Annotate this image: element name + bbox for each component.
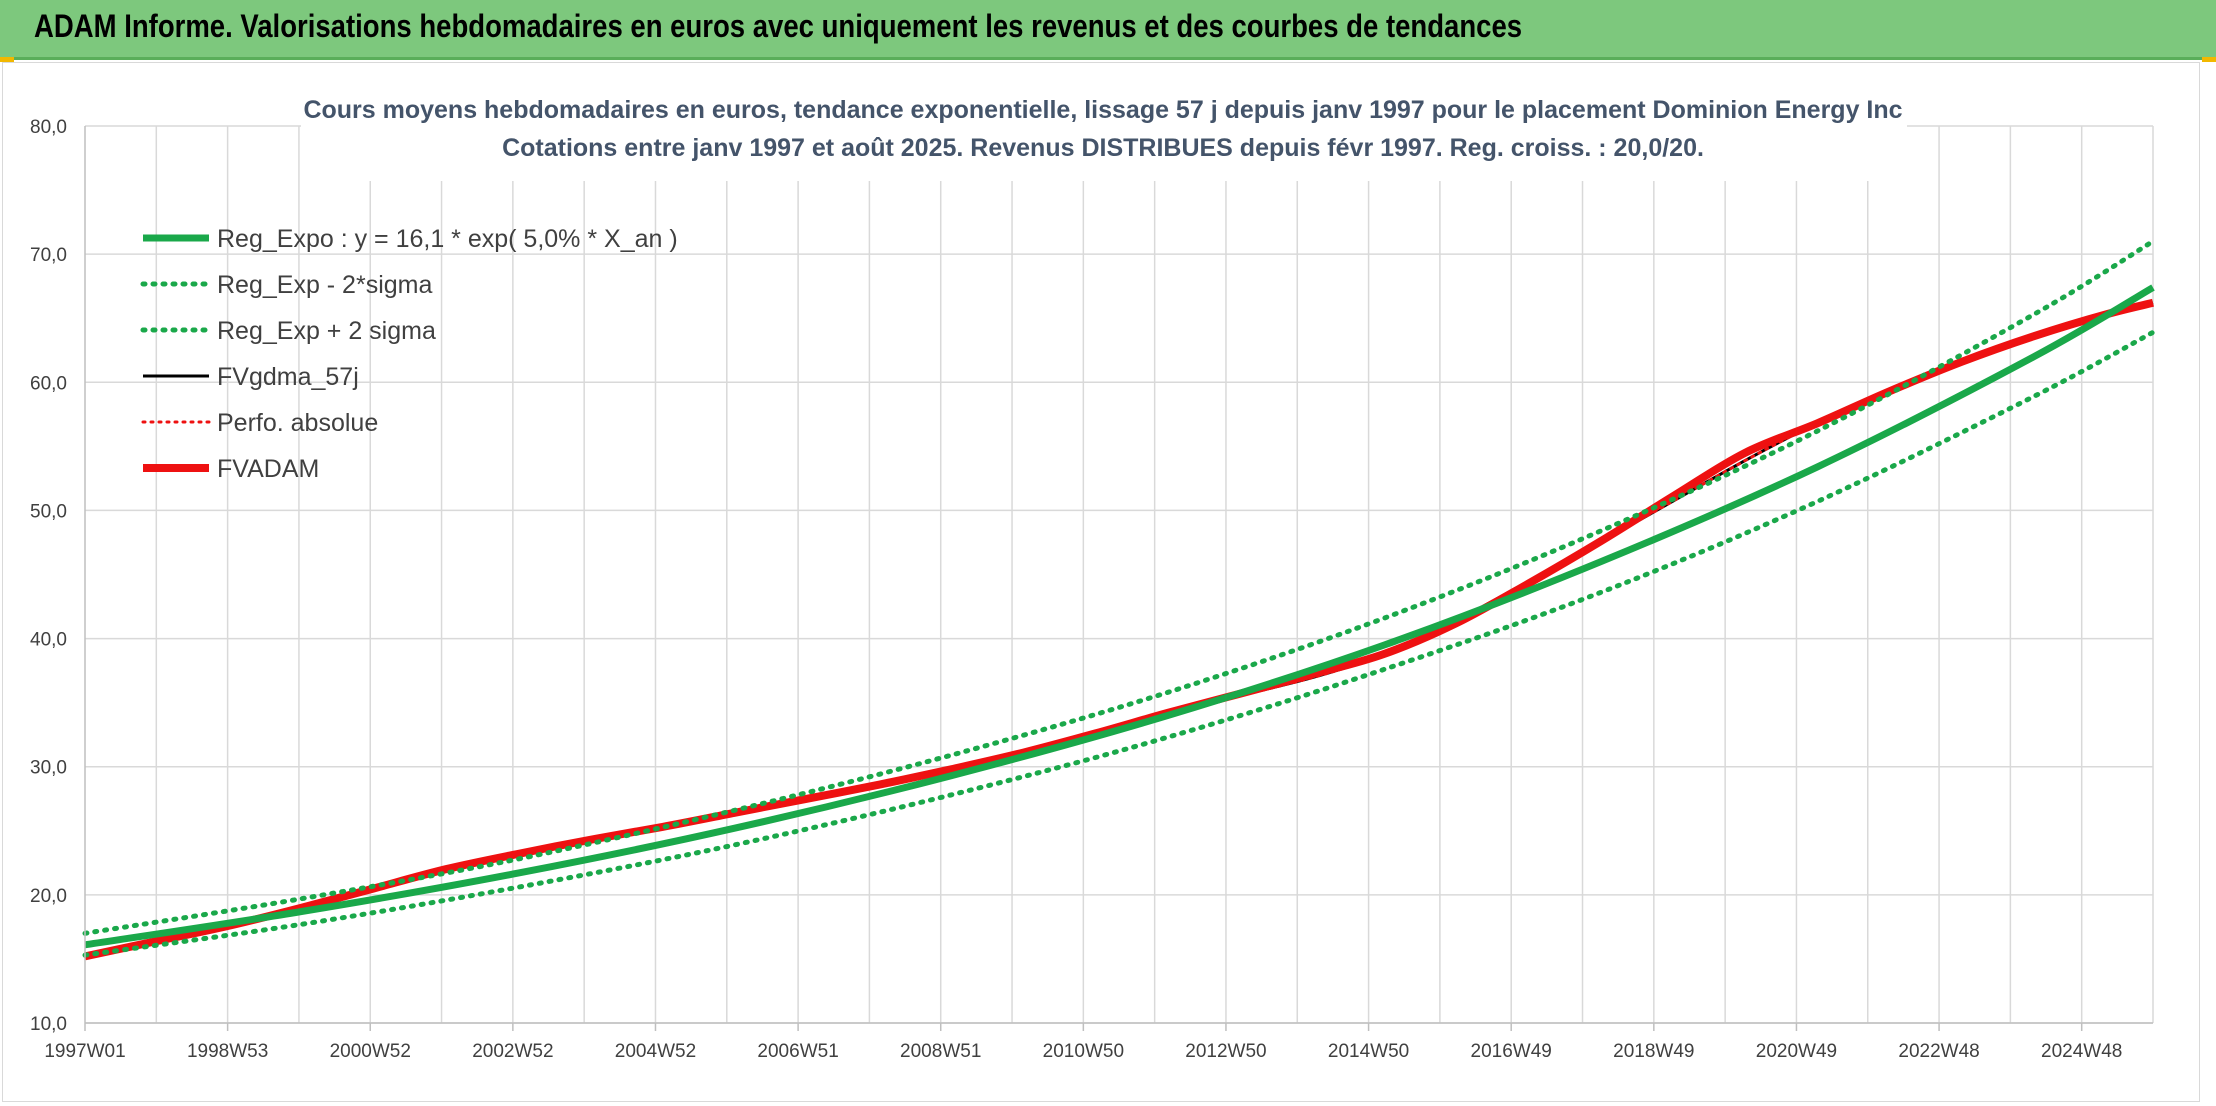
x-tick-label: 2014W50: [1328, 1041, 1409, 1062]
y-tick-label: 70,0: [30, 245, 67, 266]
legend: Reg_Expo : y = 16,1 * exp( 5,0% * X_an )…: [140, 225, 678, 483]
corner-mark-right: [2202, 57, 2216, 62]
x-tick-label: 2008W51: [900, 1041, 981, 1062]
x-tick-label: 2024W48: [2041, 1041, 2122, 1062]
grid: [85, 125, 2154, 1024]
legend-label: Reg_Exp - 2*sigma: [217, 271, 432, 299]
legend-label: Reg_Expo : y = 16,1 * exp( 5,0% * X_an ): [217, 225, 678, 253]
y-tick-label: 30,0: [30, 758, 67, 779]
report-title: ADAM Informe. Valorisations hebdomadaire…: [34, 8, 1523, 44]
y-tick-label: 80,0: [30, 117, 67, 138]
x-tick-label: 2002W52: [472, 1041, 553, 1062]
x-tick-label: 2016W49: [1471, 1041, 1552, 1062]
legend-label: FVADAM: [217, 455, 319, 483]
series-line-0: [84, 284, 2155, 949]
chart-titles: Cours moyens hebdomadaires en euros, ten…: [301, 83, 1907, 181]
y-tick-label: 10,0: [30, 1014, 67, 1035]
series-line-3: [84, 301, 2154, 958]
chart-title: Cours moyens hebdomadaires en euros, ten…: [303, 96, 1902, 124]
chart-subtitle: Cotations entre janv 1997 et août 2025. …: [502, 134, 1704, 162]
y-tick-label: 40,0: [30, 630, 67, 651]
axes: 10,0 20,0 30,0 40,0 50,0 60,0 70,0 80,0 1997W01 1…: [30, 117, 2153, 1062]
x-tick-label: 2022W48: [1898, 1041, 1979, 1062]
x-tick-label: 2000W52: [330, 1041, 411, 1062]
x-tick-label: 2018W49: [1613, 1041, 1694, 1062]
series-line-2: [82, 238, 2156, 936]
x-tick-label: 2010W50: [1043, 1041, 1124, 1062]
series-line-1: [82, 329, 2156, 958]
x-tick-label: 1998W53: [187, 1041, 268, 1062]
y-tick-label: 60,0: [30, 373, 67, 394]
chart-svg: 10,0 20,0 30,0 40,0 50,0 60,0 70,0 80,0 1997W01 1…: [30, 83, 2156, 1062]
title-background: [301, 83, 1907, 181]
x-tick-label: 2004W52: [615, 1041, 696, 1062]
report-header: ADAM Informe. Valorisations hebdomadaire…: [0, 0, 2216, 60]
corner-mark-left: [0, 57, 14, 62]
x-tick-label: 2020W49: [1756, 1041, 1837, 1062]
x-tick-label: 2006W51: [757, 1041, 838, 1062]
series-line-4: [83, 301, 2155, 958]
legend-label: FVgdma_57j: [217, 363, 359, 391]
chart-area: 10,0 20,0 30,0 40,0 50,0 60,0 70,0 80,0 1997W01 1…: [2, 62, 2200, 1102]
x-tick-label: 1997W01: [44, 1041, 125, 1062]
x-tick-label: 2012W50: [1185, 1041, 1266, 1062]
series-layer: [82, 238, 2156, 961]
legend-label: Perfo. absolue: [217, 409, 378, 437]
y-tick-label: 20,0: [30, 886, 67, 907]
legend-label: Reg_Exp + 2 sigma: [217, 317, 436, 345]
y-tick-label: 50,0: [30, 501, 67, 522]
series-line-5: [84, 298, 2154, 961]
